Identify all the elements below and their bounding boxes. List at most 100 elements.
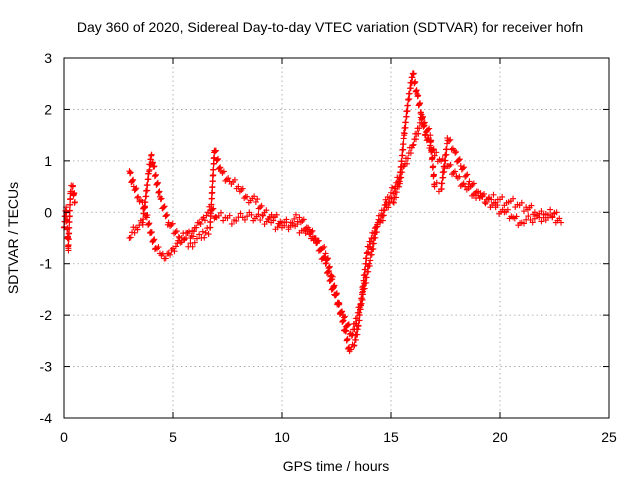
data-point-marker (404, 155, 411, 162)
data-point-marker (139, 221, 146, 228)
data-point-marker (141, 210, 148, 217)
data-point-marker (453, 148, 460, 155)
data-point-marker (210, 172, 217, 179)
data-point-marker (173, 228, 180, 235)
data-point-marker (217, 164, 224, 171)
data-point-marker (65, 247, 72, 254)
data-point-marker (251, 193, 258, 200)
data-point-marker (129, 177, 136, 184)
data-point-marker (140, 216, 147, 223)
data-point-marker (228, 220, 235, 227)
data-point-marker (254, 196, 261, 203)
data-point-marker (529, 219, 536, 226)
data-point-marker (326, 263, 333, 270)
data-point-marker (199, 228, 206, 235)
data-point-marker (338, 309, 345, 316)
data-point-marker (329, 285, 336, 292)
data-point-marker (300, 216, 307, 223)
data-point-marker (241, 216, 248, 223)
data-point-marker (425, 126, 432, 133)
data-point-marker (441, 168, 448, 175)
data-point-marker (398, 158, 405, 165)
data-point-marker (226, 212, 233, 219)
data-point-marker (202, 229, 209, 236)
data-point-marker (314, 237, 321, 244)
data-point-marker (466, 178, 473, 185)
data-point-marker (407, 150, 414, 157)
data-point-marker (239, 185, 246, 192)
data-point-marker (236, 188, 243, 195)
y-tick-label: -3 (40, 359, 53, 375)
data-point-marker (289, 220, 296, 227)
data-point-marker (531, 215, 538, 222)
data-point-marker (161, 203, 168, 210)
data-point-marker (323, 260, 330, 267)
data-points (61, 70, 565, 355)
data-point-marker (447, 161, 454, 168)
data-point-marker (499, 193, 506, 200)
data-point-marker (263, 207, 270, 214)
data-point-marker (146, 168, 153, 175)
data-point-marker (403, 113, 410, 120)
data-point-marker (220, 168, 227, 175)
data-point-marker (143, 193, 150, 200)
data-point-marker (353, 320, 360, 327)
data-point-marker (456, 173, 463, 180)
data-point-marker (144, 212, 151, 219)
data-point-marker (142, 199, 149, 206)
data-point-marker (183, 235, 190, 241)
data-point-marker (220, 217, 227, 224)
data-point-marker (363, 274, 370, 281)
data-point-marker (197, 220, 204, 227)
data-point-marker (525, 213, 532, 220)
data-point-marker (510, 195, 517, 202)
data-point-marker (520, 220, 527, 227)
data-point-marker (168, 221, 175, 228)
data-point-marker (367, 257, 374, 264)
data-point-marker (190, 233, 197, 240)
data-point-marker (401, 130, 408, 137)
data-point-marker (238, 187, 245, 193)
data-point-marker (438, 185, 445, 192)
data-point-marker (335, 300, 342, 307)
data-point-marker (321, 253, 328, 260)
data-point-marker (322, 260, 329, 267)
data-point-marker (148, 228, 155, 235)
data-point-marker (172, 243, 179, 250)
data-point-marker (209, 183, 216, 190)
data-point-marker (175, 233, 182, 240)
data-point-marker (363, 279, 370, 286)
x-tick-label: 10 (274, 429, 290, 445)
data-point-marker (141, 204, 148, 211)
data-point-marker (165, 250, 172, 257)
data-point-marker (406, 96, 413, 103)
data-point-marker (208, 195, 215, 202)
data-point-marker (399, 169, 406, 176)
data-point-marker (348, 346, 355, 353)
data-point-marker (216, 165, 223, 172)
data-point-marker (340, 317, 347, 324)
data-point-marker (66, 213, 73, 220)
data-point-marker (448, 146, 455, 153)
data-point-marker (451, 168, 458, 175)
data-point-marker (428, 137, 435, 144)
data-point-marker (201, 234, 208, 241)
data-point-marker (330, 284, 337, 291)
data-point-marker (410, 141, 417, 148)
data-point-marker (255, 211, 262, 218)
data-point-marker (66, 218, 73, 225)
data-point-marker (357, 302, 364, 309)
data-point-marker (333, 291, 340, 298)
data-point-marker (241, 195, 248, 202)
x-axis-title: GPS time / hours (283, 458, 390, 474)
x-tick-label: 5 (169, 429, 177, 445)
data-point-marker (321, 243, 328, 250)
data-point-marker (341, 314, 348, 321)
chart-title: Day 360 of 2020, Sidereal Day-to-day VTE… (77, 19, 583, 35)
data-point-marker (482, 200, 489, 207)
y-tick-label: -1 (40, 256, 53, 272)
data-point-marker (417, 100, 424, 107)
data-point-marker (248, 211, 255, 218)
data-point-marker (447, 136, 454, 143)
